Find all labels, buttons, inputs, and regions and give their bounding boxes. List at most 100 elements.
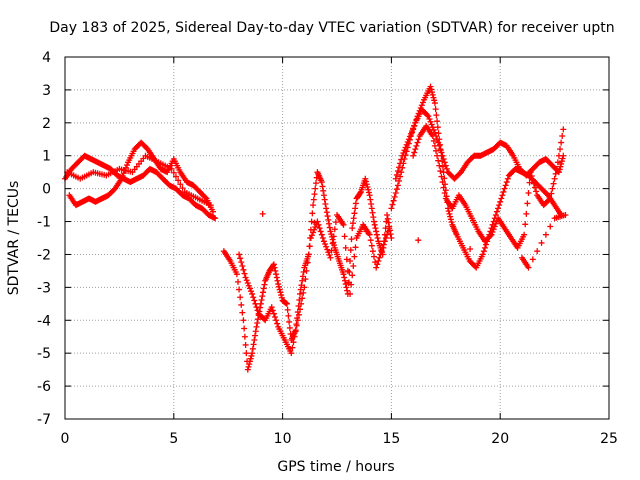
data-points bbox=[62, 83, 569, 373]
data-point bbox=[289, 344, 296, 351]
data-point bbox=[273, 317, 280, 324]
data-point bbox=[384, 211, 391, 218]
data-point bbox=[434, 152, 441, 159]
data-point bbox=[368, 200, 375, 207]
data-point bbox=[377, 251, 384, 258]
data-point bbox=[239, 309, 246, 316]
data-point bbox=[294, 317, 301, 324]
data-point bbox=[551, 175, 558, 182]
data-point bbox=[523, 210, 530, 217]
data-point bbox=[370, 253, 377, 260]
data-point bbox=[480, 248, 487, 255]
data-point bbox=[492, 220, 499, 227]
y-tick-label: -5 bbox=[37, 346, 51, 362]
data-point bbox=[310, 196, 317, 203]
data-point bbox=[562, 211, 569, 218]
data-point bbox=[241, 325, 248, 332]
data-point bbox=[534, 248, 541, 255]
data-point bbox=[447, 216, 454, 223]
data-point bbox=[363, 228, 370, 235]
data-point bbox=[297, 290, 304, 297]
data-point bbox=[437, 168, 444, 175]
data-point bbox=[341, 233, 348, 240]
data-point bbox=[322, 241, 329, 248]
data-point bbox=[370, 218, 377, 225]
data-point bbox=[521, 231, 528, 238]
data-point bbox=[411, 149, 418, 156]
data-point bbox=[323, 205, 330, 212]
data-point bbox=[349, 225, 356, 232]
data-point bbox=[260, 285, 267, 292]
data-point bbox=[532, 184, 539, 191]
data-point bbox=[124, 162, 131, 169]
data-point bbox=[330, 239, 337, 246]
data-point bbox=[285, 312, 292, 319]
data-point bbox=[428, 121, 435, 128]
data-point bbox=[407, 130, 414, 137]
data-point bbox=[300, 289, 307, 296]
data-point bbox=[311, 226, 318, 233]
data-point bbox=[297, 306, 304, 313]
data-point bbox=[326, 220, 333, 227]
data-point bbox=[550, 180, 557, 187]
data-point bbox=[380, 241, 387, 248]
y-tick-label: 0 bbox=[42, 182, 51, 198]
data-point bbox=[432, 106, 439, 113]
data-point bbox=[538, 239, 545, 246]
data-point bbox=[340, 271, 347, 278]
data-point bbox=[390, 197, 397, 204]
data-point bbox=[374, 235, 381, 241]
data-point bbox=[373, 264, 380, 271]
data-point bbox=[247, 355, 254, 362]
data-point bbox=[318, 179, 325, 186]
data-point bbox=[251, 297, 258, 304]
data-point bbox=[434, 124, 441, 131]
data-point bbox=[555, 169, 562, 176]
data-point bbox=[250, 341, 257, 348]
data-point bbox=[529, 256, 536, 263]
data-point bbox=[500, 188, 507, 195]
data-point bbox=[502, 182, 509, 189]
data-point bbox=[324, 246, 331, 253]
data-point bbox=[396, 164, 403, 171]
data-point bbox=[246, 358, 253, 365]
data-point bbox=[351, 210, 358, 217]
grid-lines bbox=[65, 57, 609, 419]
data-point bbox=[277, 289, 284, 296]
data-point bbox=[435, 139, 442, 146]
data-point bbox=[378, 248, 385, 255]
data-point bbox=[392, 190, 399, 197]
data-point bbox=[310, 229, 317, 236]
data-point bbox=[236, 251, 243, 258]
data-point bbox=[248, 288, 255, 295]
data-point bbox=[312, 224, 319, 231]
y-axis-label: SDTVAR / TECUs bbox=[6, 181, 22, 296]
data-point bbox=[362, 175, 369, 182]
data-point bbox=[414, 139, 421, 146]
data-point bbox=[244, 366, 251, 373]
data-point bbox=[430, 94, 437, 101]
data-point bbox=[318, 231, 325, 238]
data-point bbox=[547, 223, 554, 230]
data-point bbox=[376, 254, 383, 261]
data-point bbox=[258, 296, 265, 303]
data-point bbox=[503, 179, 510, 186]
data-point bbox=[328, 247, 335, 254]
data-point bbox=[526, 179, 533, 186]
data-point bbox=[269, 307, 276, 314]
data-point bbox=[330, 233, 337, 240]
data-point bbox=[434, 118, 441, 125]
data-point bbox=[552, 170, 559, 177]
data-point bbox=[286, 318, 293, 325]
data-point bbox=[297, 286, 304, 293]
data-point bbox=[375, 258, 382, 265]
data-point bbox=[351, 253, 358, 260]
data-point bbox=[177, 181, 184, 188]
data-point bbox=[529, 176, 536, 183]
data-point bbox=[409, 128, 416, 135]
data-point bbox=[428, 86, 435, 93]
data-point bbox=[348, 236, 355, 243]
data-point bbox=[352, 205, 359, 212]
data-point bbox=[364, 183, 371, 190]
data-point bbox=[496, 202, 503, 209]
